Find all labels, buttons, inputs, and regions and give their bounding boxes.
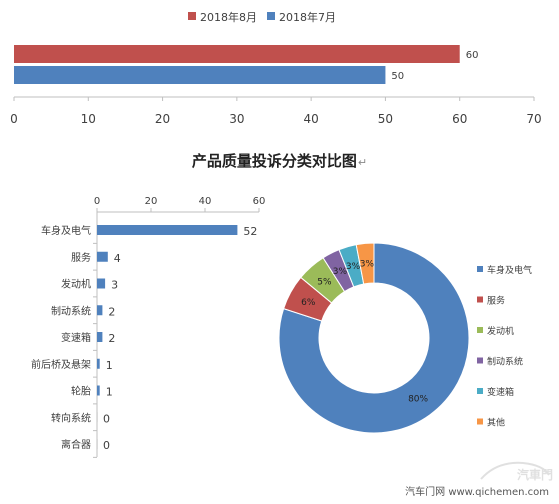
x-tick-label-8: 70 bbox=[526, 112, 541, 126]
watermark-logo-text: 汽車門 bbox=[517, 467, 553, 482]
x-tick-label-3: 20 bbox=[155, 112, 170, 126]
category-bar-3 bbox=[97, 278, 106, 289]
x-tick-label-1: 0 bbox=[10, 112, 18, 126]
bar-value-2: 50 bbox=[391, 71, 404, 82]
x2-tick-label-1: 0 bbox=[94, 196, 100, 207]
donut-slice-6 bbox=[355, 242, 375, 285]
category-bar-8 bbox=[97, 412, 98, 423]
donut-label-3: 5% bbox=[317, 278, 332, 288]
paragraph-mark: ↵ bbox=[357, 156, 368, 169]
category-label-8: 转向系统 bbox=[51, 411, 91, 424]
donut-legend-swatch-1 bbox=[477, 266, 483, 272]
legend-swatch-1 bbox=[188, 12, 196, 20]
category-value-9: 0 bbox=[103, 439, 110, 452]
donut-legend-label-2: 服务 bbox=[487, 295, 505, 307]
category-label-1: 车身及电气 bbox=[41, 224, 91, 237]
category-label-3: 发动机 bbox=[61, 278, 91, 291]
category-value-2: 4 bbox=[114, 252, 121, 265]
x-tick-label-4: 30 bbox=[229, 112, 244, 126]
category-value-1: 52 bbox=[243, 225, 257, 238]
donut-legend-label-3: 发动机 bbox=[487, 325, 514, 337]
category-label-6: 前后桥及悬架 bbox=[31, 358, 91, 371]
legend-swatch-2 bbox=[267, 12, 275, 20]
donut-legend-swatch-6 bbox=[477, 418, 483, 425]
category-label-2: 服务 bbox=[71, 251, 91, 264]
donut-label-1: 80% bbox=[408, 395, 428, 405]
category-bar-6 bbox=[97, 358, 100, 369]
donut-legend-swatch-4 bbox=[477, 357, 483, 364]
category-bar-9 bbox=[97, 439, 98, 449]
category-value-5: 2 bbox=[108, 332, 115, 345]
category-label-5: 变速箱 bbox=[61, 331, 91, 344]
legend-label-2: 2018年7月 bbox=[279, 10, 336, 24]
donut-label-5: 3% bbox=[346, 262, 361, 272]
category-value-4: 2 bbox=[108, 305, 115, 318]
donut-legend-swatch-2 bbox=[477, 296, 483, 303]
category-value-7: 1 bbox=[106, 386, 113, 399]
bar-value-1: 60 bbox=[466, 50, 479, 61]
x2-tick-label-3: 40 bbox=[199, 196, 212, 207]
bar-1 bbox=[14, 45, 460, 63]
donut-legend-label-1: 车身及电气 bbox=[487, 264, 532, 276]
donut-label-4: 3% bbox=[333, 267, 348, 277]
title-text: 产品质量投诉分类对比图 bbox=[191, 152, 357, 170]
category-bar-2 bbox=[97, 251, 108, 262]
x2-tick-label-2: 20 bbox=[145, 196, 158, 207]
category-label-9: 离合器 bbox=[61, 438, 91, 451]
bar-2 bbox=[14, 66, 386, 84]
donut-label-2: 6% bbox=[301, 298, 316, 308]
category-value-6: 1 bbox=[106, 359, 113, 372]
watermark: 汽车门网 www.qichemen.com bbox=[405, 487, 549, 498]
category-label-7: 轮胎 bbox=[71, 385, 91, 398]
donut-legend-swatch-3 bbox=[477, 327, 483, 333]
donut-label-6: 3% bbox=[360, 259, 375, 269]
category-bar-5 bbox=[97, 332, 103, 342]
category-value-8: 0 bbox=[103, 412, 110, 425]
x-tick-label-7: 60 bbox=[452, 112, 467, 126]
donut-legend-label-6: 其他 bbox=[487, 417, 505, 429]
donut-legend-label-5: 变速箱 bbox=[487, 386, 514, 398]
category-bar-4 bbox=[97, 305, 103, 316]
donut-slice-1 bbox=[278, 242, 470, 434]
category-bar-7 bbox=[97, 385, 100, 396]
x-tick-label-2: 10 bbox=[81, 112, 96, 126]
x2-tick-label-4: 60 bbox=[253, 196, 266, 207]
category-value-3: 3 bbox=[111, 279, 118, 292]
category-bar-1 bbox=[97, 225, 238, 235]
legend-label-1: 2018年8月 bbox=[200, 10, 257, 24]
watermark-logo-icon: 汽車門 bbox=[480, 461, 553, 482]
x-tick-label-6: 50 bbox=[378, 112, 393, 126]
donut-legend-label-4: 制动系统 bbox=[487, 356, 523, 368]
chart-title: 产品质量投诉分类对比图↵ bbox=[0, 150, 559, 171]
x-tick-label-5: 40 bbox=[304, 112, 319, 126]
category-label-4: 制动系统 bbox=[51, 304, 91, 317]
donut-legend-swatch-5 bbox=[477, 388, 483, 394]
